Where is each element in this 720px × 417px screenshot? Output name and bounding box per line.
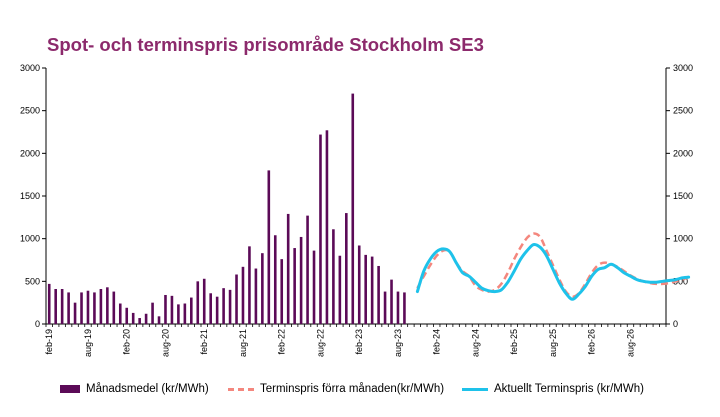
- chart-title: Spot- och terminspris prisområde Stockho…: [47, 34, 484, 55]
- bar: [338, 255, 342, 324]
- bar: [332, 229, 335, 324]
- y-tick-label-left: 500: [25, 276, 40, 286]
- x-tick-label: aug-19: [83, 329, 93, 357]
- bar: [209, 293, 212, 324]
- y-tick-label-left: 3000: [20, 63, 40, 73]
- legend-item-bars: Månadsmedel (kr/MWh): [60, 383, 209, 395]
- bar: [54, 289, 57, 324]
- bar: [106, 287, 109, 324]
- bar: [325, 130, 329, 324]
- bar: [196, 281, 200, 324]
- x-tick-label: aug-20: [160, 329, 170, 357]
- y-tick-label-right: 0: [673, 319, 678, 329]
- bar: [190, 297, 193, 324]
- x-tick-label: aug-26: [625, 329, 635, 357]
- bar: [254, 268, 258, 324]
- bar: [138, 318, 141, 324]
- bar: [228, 289, 232, 324]
- bar: [351, 93, 355, 324]
- y-tick-label-left: 1000: [20, 234, 40, 244]
- x-tick-label: aug-24: [470, 329, 480, 357]
- legend-label-forward-prev: Terminspris förra månaden(kr/MWh): [260, 383, 445, 395]
- bar: [364, 254, 367, 324]
- bar: [273, 235, 277, 324]
- y-tick-label-right: 2500: [673, 106, 693, 116]
- bar: [403, 292, 406, 324]
- bar: [357, 245, 361, 324]
- bar: [280, 259, 284, 324]
- bar: [312, 250, 316, 324]
- x-tick-label: feb-22: [277, 329, 287, 355]
- legend-label-bars: Månadsmedel (kr/MWh): [86, 383, 209, 395]
- y-tick-label-left: 2000: [20, 148, 40, 158]
- bar: [377, 265, 380, 324]
- legend-item-forward-current: Aktuellt Terminspris (kr/MWh): [462, 383, 644, 395]
- x-tick-label: feb-20: [122, 329, 132, 355]
- y-tick-label-right: 1500: [673, 191, 693, 201]
- legend-label-forward-current: Aktuellt Terminspris (kr/MWh): [494, 383, 644, 395]
- bar: [60, 289, 64, 324]
- bar: [151, 302, 154, 324]
- bar: [164, 294, 167, 324]
- bar: [248, 246, 251, 324]
- y-tick-label-right: 500: [673, 276, 688, 286]
- bar: [183, 303, 187, 324]
- bar: [299, 236, 303, 324]
- bar: [112, 291, 116, 324]
- x-tick-label: aug-21: [238, 329, 248, 357]
- y-tick-label-left: 0: [35, 319, 40, 329]
- bar: [144, 313, 148, 324]
- x-tick-label: feb-19: [44, 329, 54, 355]
- bar: [293, 248, 296, 324]
- bar: [383, 291, 387, 324]
- bar: [73, 302, 77, 324]
- bar: [125, 307, 129, 324]
- bar: [222, 288, 225, 324]
- bar: [170, 295, 174, 324]
- bar: [99, 289, 103, 324]
- y-tick-label-right: 2000: [673, 148, 693, 158]
- bar: [215, 296, 219, 324]
- legend-swatch-bars: [60, 385, 80, 393]
- series-line-forward-current: [415, 242, 691, 301]
- bar: [286, 213, 290, 324]
- y-tick-label-right: 3000: [673, 63, 693, 73]
- bar: [306, 215, 309, 324]
- bar: [390, 279, 393, 324]
- y-tick-label-right: 1000: [673, 234, 693, 244]
- y-tick-label-left: 2500: [20, 106, 40, 116]
- x-tick-label: feb-25: [509, 329, 519, 355]
- bar: [396, 291, 400, 324]
- bar: [86, 290, 90, 324]
- bar: [93, 292, 96, 324]
- legend-swatch-forward-prev: [228, 387, 254, 391]
- legend-item-forward-prev: Terminspris förra månaden(kr/MWh): [228, 383, 444, 395]
- x-tick-label: feb-21: [199, 329, 209, 355]
- bar: [319, 134, 322, 324]
- bar: [235, 274, 238, 324]
- x-tick-label: feb-26: [587, 329, 597, 355]
- bar: [80, 292, 83, 324]
- bar: [177, 304, 180, 324]
- bar: [241, 266, 245, 324]
- x-tick-label: aug-23: [393, 329, 403, 357]
- bar: [202, 278, 206, 324]
- bar: [47, 283, 51, 324]
- x-tick-label: feb-24: [432, 329, 442, 355]
- bar: [67, 292, 70, 324]
- legend-swatch-forward-current: [462, 387, 488, 391]
- x-tick-label: aug-22: [315, 329, 325, 357]
- x-tick-label: aug-25: [548, 329, 558, 357]
- bar: [267, 170, 271, 324]
- x-tick-label: feb-23: [354, 329, 364, 355]
- bar: [131, 312, 135, 324]
- bar: [157, 316, 161, 324]
- y-tick-label-left: 1500: [20, 191, 40, 201]
- bar: [345, 213, 348, 324]
- bar: [261, 253, 264, 324]
- bar: [370, 256, 374, 324]
- bar: [118, 303, 122, 324]
